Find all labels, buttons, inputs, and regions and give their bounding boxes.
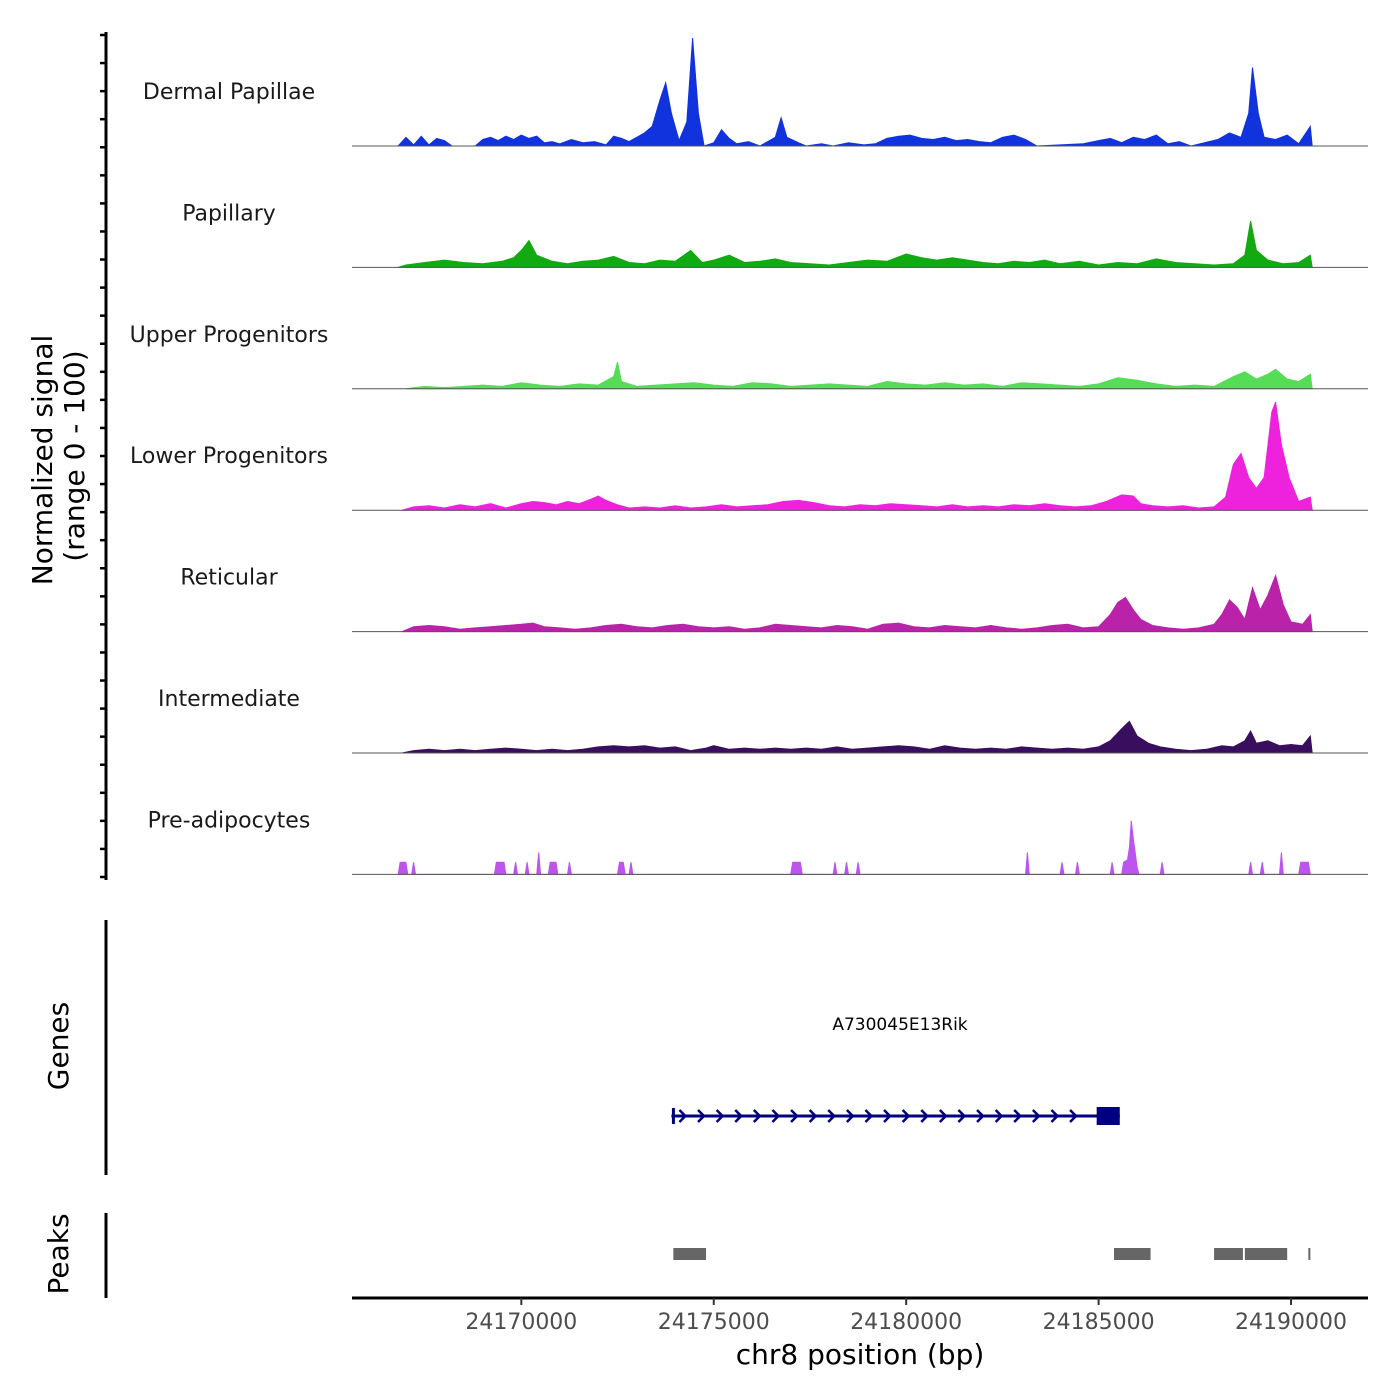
gene-exon bbox=[1096, 1107, 1120, 1125]
strand-arrow bbox=[845, 1109, 855, 1123]
coverage-area bbox=[398, 221, 1313, 268]
signal-axis-title-line2: (range 0 - 100) bbox=[58, 350, 91, 561]
x-tick-label: 24180000 bbox=[850, 1310, 962, 1335]
strand-arrow bbox=[1050, 1109, 1060, 1123]
track-label: Dermal Papillae bbox=[143, 80, 315, 105]
genes-panel-title: Genes bbox=[42, 1002, 75, 1090]
strand-arrow bbox=[1069, 1109, 1078, 1123]
gene-model: A730045E13Rik bbox=[671, 1015, 1120, 1125]
track-reticular: Reticular bbox=[180, 566, 1368, 633]
peak-region bbox=[1308, 1248, 1311, 1260]
peak-region bbox=[673, 1248, 707, 1260]
strand-arrow bbox=[678, 1109, 688, 1123]
track-label: Reticular bbox=[180, 566, 278, 591]
peak-region bbox=[1244, 1248, 1288, 1260]
coverage-area bbox=[401, 402, 1313, 511]
strand-arrow bbox=[883, 1109, 892, 1123]
peak-region bbox=[1214, 1248, 1243, 1260]
x-tick-label: 24190000 bbox=[1235, 1310, 1347, 1335]
x-axis-title: chr8 position (bp) bbox=[736, 1338, 985, 1371]
strand-arrow bbox=[901, 1109, 911, 1123]
coverage-area bbox=[397, 820, 1311, 875]
peaks-panel: Peaks bbox=[42, 1213, 1311, 1298]
track-pre-adipocytes: Pre-adipocytes bbox=[148, 808, 1368, 875]
track-label: Pre-adipocytes bbox=[148, 808, 311, 833]
signal-axis-title-line1: Normalized signal bbox=[26, 335, 59, 586]
strand-arrow bbox=[1031, 1109, 1041, 1123]
signal-y-axis bbox=[100, 32, 108, 880]
strand-arrow bbox=[715, 1109, 725, 1123]
peaks-panel-title: Peaks bbox=[42, 1213, 75, 1294]
track-label: Intermediate bbox=[158, 687, 300, 712]
strand-arrow bbox=[1013, 1109, 1022, 1123]
track-label: Upper Progenitors bbox=[130, 323, 329, 348]
strand-arrow bbox=[752, 1109, 762, 1123]
strand-arrow bbox=[734, 1109, 743, 1123]
coverage-area bbox=[401, 573, 1313, 633]
coverage-area bbox=[401, 720, 1313, 754]
strand-arrow bbox=[864, 1109, 874, 1123]
strand-arrow bbox=[808, 1109, 818, 1123]
strand-arrow bbox=[771, 1109, 781, 1123]
peak-region bbox=[1114, 1248, 1151, 1260]
gene-name-label: A730045E13Rik bbox=[832, 1015, 967, 1035]
x-tick-label: 24170000 bbox=[465, 1310, 577, 1335]
coverage-area bbox=[397, 37, 1313, 147]
x-tick-label: 24175000 bbox=[658, 1310, 770, 1335]
track-label: Papillary bbox=[182, 201, 276, 226]
track-intermediate: Intermediate bbox=[158, 687, 1368, 754]
coverage-area bbox=[405, 361, 1313, 390]
strand-arrow bbox=[994, 1109, 1004, 1123]
track-papillary: Papillary bbox=[182, 201, 1368, 268]
strand-arrow bbox=[697, 1109, 706, 1123]
coverage-tracks: Dermal Papillae Papillary Upper Progenitor… bbox=[130, 37, 1368, 875]
genes-panel: Genes A730045E13Rik bbox=[42, 920, 1120, 1175]
track-upper-progenitors: Upper Progenitors bbox=[130, 323, 1368, 390]
strand-arrow bbox=[920, 1109, 929, 1123]
strand-arrow bbox=[790, 1109, 799, 1123]
track-lower-progenitors: Lower Progenitors bbox=[130, 402, 1368, 511]
strand-arrow bbox=[976, 1109, 985, 1123]
strand-arrow bbox=[938, 1109, 948, 1123]
x-tick-label: 24185000 bbox=[1043, 1310, 1155, 1335]
strand-arrow bbox=[827, 1109, 836, 1123]
track-dermal-papillae: Dermal Papillae bbox=[143, 37, 1368, 147]
position-x-axis: 24170000 24175000 24180000 24185000 24190000 bbox=[352, 1296, 1368, 1335]
track-label: Lower Progenitors bbox=[130, 444, 328, 469]
strand-arrow bbox=[957, 1109, 967, 1123]
